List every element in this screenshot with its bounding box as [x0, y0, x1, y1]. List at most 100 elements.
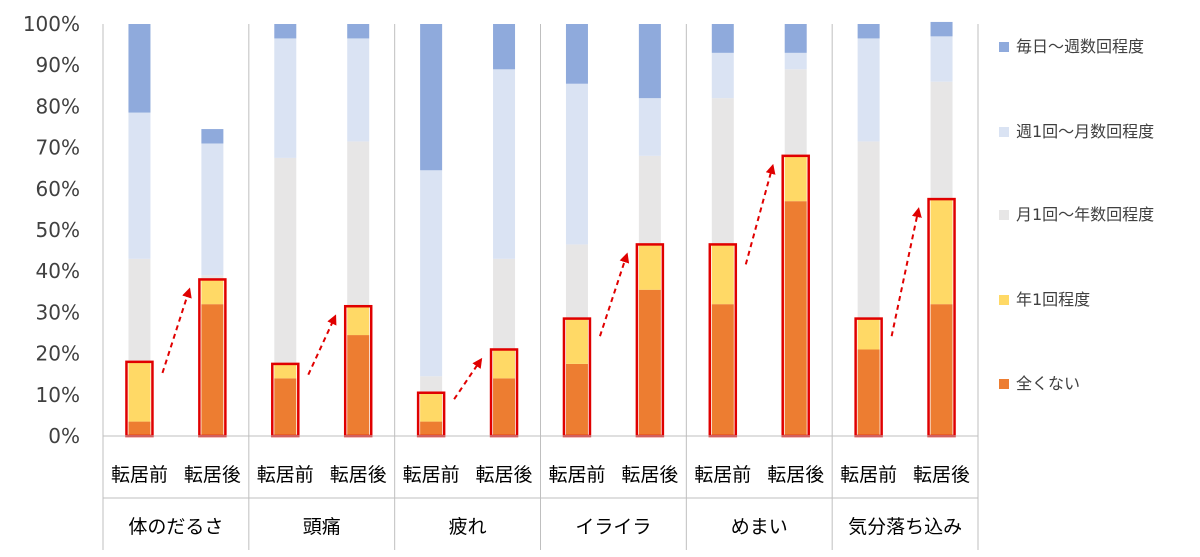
y-tick-label: 20%: [36, 342, 80, 366]
bar-segment: [274, 157, 297, 364]
legend-swatch: [999, 210, 1009, 220]
x-tick-label: 転居後: [476, 464, 533, 486]
bar-segment: [128, 24, 151, 113]
y-tick-label: 100%: [23, 12, 80, 36]
trend-arrow: [599, 252, 630, 337]
bar-segment: [711, 304, 734, 436]
x-tick-label: 転居後: [330, 464, 387, 486]
x-tick-label: 転居後: [913, 464, 970, 486]
bars: [128, 21, 953, 436]
bar-segment: [420, 421, 443, 436]
trend-arrows: [161, 163, 922, 400]
y-tick-label: 30%: [36, 300, 80, 324]
trend-arrow: [744, 163, 776, 265]
bar-segment: [638, 98, 661, 156]
y-tick-label: 40%: [36, 259, 80, 283]
bar-segment: [128, 258, 151, 362]
bar-segment: [274, 24, 297, 39]
y-axis: 0% 10% 20% 30% 40% 50% 60% 70% 80% 90% 100%: [23, 12, 80, 448]
y-tick-label: 60%: [36, 177, 80, 201]
bar-segment: [274, 363, 297, 379]
bar-segment: [565, 318, 588, 364]
y-tick-label: 50%: [36, 218, 80, 242]
x-tick-label: 転居後: [621, 464, 678, 486]
trend-arrow: [453, 357, 483, 400]
bar-segment: [930, 199, 953, 305]
bar-segment: [201, 279, 224, 305]
group-label: 気分落ち込み: [848, 516, 962, 538]
bar-segment: [420, 376, 443, 393]
bar-segment: [784, 201, 807, 436]
bar-segment: [274, 378, 297, 436]
bar-segment: [565, 24, 588, 84]
group-label: めまい: [731, 516, 788, 538]
trend-arrow: [307, 314, 337, 376]
bar-segment: [274, 38, 297, 158]
bar-segment: [565, 244, 588, 319]
bar-segment: [784, 24, 807, 53]
x-tick-label: 転居前: [840, 464, 897, 486]
bar-segment: [857, 318, 880, 350]
bar-segment: [347, 24, 370, 39]
bar-segment: [347, 141, 370, 307]
bar-segment: [201, 304, 224, 436]
bar-segment: [420, 24, 443, 171]
y-tick-label: 90%: [36, 53, 80, 77]
bar-segment: [857, 349, 880, 436]
bar-segment: [493, 378, 516, 436]
bar-segment: [347, 306, 370, 336]
bar-segment: [128, 421, 151, 436]
bar-segment: [711, 244, 734, 305]
bar-segment: [128, 361, 151, 422]
bar-segment: [420, 392, 443, 422]
x-tick-label: 転居後: [184, 464, 241, 486]
bar-segment: [493, 258, 516, 350]
bar-segment: [857, 141, 880, 319]
bar-segment: [638, 24, 661, 99]
legend-label: 全くない: [1016, 374, 1080, 393]
group-label: 体のだるさ: [128, 516, 223, 538]
bar-segment: [201, 275, 224, 280]
bar-segment: [857, 38, 880, 142]
bar-segment: [638, 244, 661, 290]
bar-segment: [128, 112, 151, 259]
y-tick-label: 70%: [36, 136, 80, 160]
bar-segment: [565, 83, 588, 245]
y-tick-label: 10%: [36, 383, 80, 407]
legend-swatch: [999, 379, 1009, 389]
bar-segment: [711, 52, 734, 99]
legend-label: 月1回～年数回程度: [1016, 205, 1154, 224]
bar-segment: [711, 98, 734, 245]
x-tick-label: 転居後: [767, 464, 824, 486]
bar-segment: [638, 289, 661, 436]
bar-segment: [784, 69, 807, 156]
x-axis: 転居前 転居後 転居前 転居後 転居前 転居後 転居前 転居後 転居前 転居後 転居前 転居後体のだる…: [102, 24, 979, 550]
bar-segment: [201, 143, 224, 276]
bar-segment: [347, 335, 370, 436]
bar-segment: [784, 155, 807, 202]
bar-segment: [930, 36, 953, 82]
bar-segment: [565, 363, 588, 436]
group-label: 疲れ: [449, 516, 487, 538]
x-tick-label: 転居前: [257, 464, 314, 486]
group-label: 頭痛: [303, 516, 341, 538]
legend-label: 毎日～週数回程度: [1016, 37, 1144, 56]
x-tick-label: 転居前: [694, 464, 751, 486]
bar-segment: [347, 38, 370, 142]
bar-segment: [201, 129, 224, 144]
legend-label: 週1回～月数回程度: [1016, 122, 1154, 141]
legend-swatch: [999, 295, 1009, 305]
trend-arrow: [890, 207, 922, 337]
bar-segment: [930, 21, 953, 37]
x-tick-label: 転居前: [548, 464, 605, 486]
bar-segment: [930, 304, 953, 436]
x-tick-label: 転居前: [403, 464, 460, 486]
legend-label: 年1回程度: [1016, 290, 1090, 309]
trend-arrow: [161, 287, 192, 374]
y-tick-label: 80%: [36, 94, 80, 118]
bar-segment: [857, 24, 880, 39]
group-label: イライラ: [575, 516, 651, 538]
bar-segment: [930, 81, 953, 200]
